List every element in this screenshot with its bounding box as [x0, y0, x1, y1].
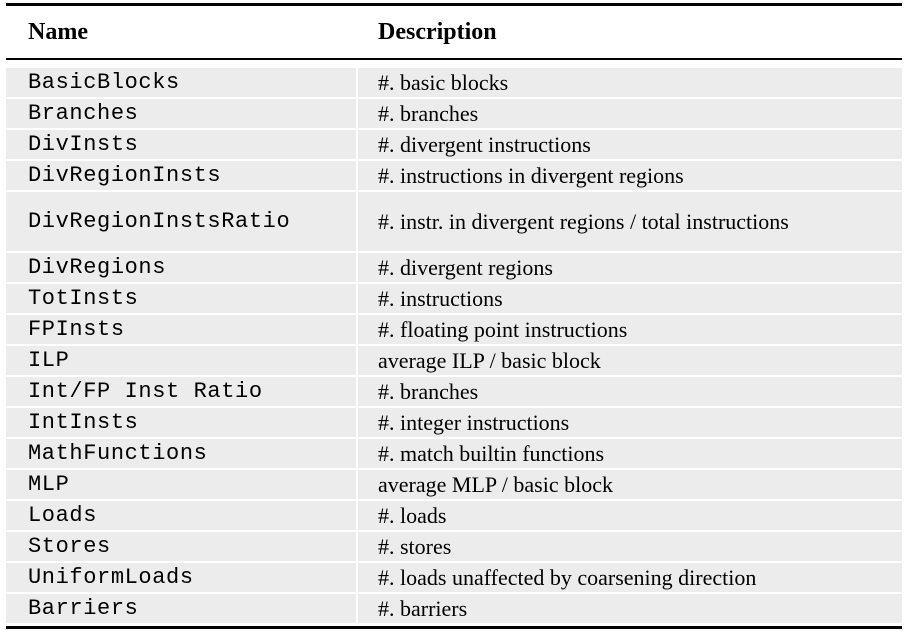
feature-description: #. divergent instructions — [358, 130, 902, 159]
table-row: DivRegionInstsRatio #. instr. in diverge… — [6, 192, 902, 251]
feature-name: IntInsts — [6, 408, 356, 437]
table-row: DivInsts #. divergent instructions — [6, 130, 902, 159]
feature-description: #. match builtin functions — [358, 439, 902, 468]
feature-name: DivRegionInstsRatio — [6, 192, 356, 251]
feature-name: ILP — [6, 346, 356, 375]
table-row: UniformLoads #. loads unaffected by coar… — [6, 563, 902, 592]
table-row: Int/FP Inst Ratio #. branches — [6, 377, 902, 406]
top-rule — [6, 3, 902, 6]
feature-description: #. integer instructions — [358, 408, 902, 437]
feature-description: #. branches — [358, 377, 902, 406]
header-description: Description — [378, 18, 497, 45]
table-row: MLP average MLP / basic block — [6, 470, 902, 499]
feature-name: TotInsts — [6, 284, 356, 313]
table-row: IntInsts #. integer instructions — [6, 408, 902, 437]
table-row: Stores #. stores — [6, 532, 902, 561]
feature-description: #. divergent regions — [358, 253, 902, 282]
table-row: ILP average ILP / basic block — [6, 346, 902, 375]
feature-description: #. instr. in divergent regions / total i… — [358, 192, 902, 251]
bottom-rule — [6, 626, 902, 629]
feature-description: #. instructions — [358, 284, 902, 313]
feature-table: Name Description BasicBlocks #. basic bl… — [6, 3, 902, 629]
feature-name: Loads — [6, 501, 356, 530]
feature-name: FPInsts — [6, 315, 356, 344]
table-header: Name Description — [6, 6, 902, 58]
feature-description: #. instructions in divergent regions — [358, 161, 902, 190]
table-row: DivRegionInsts #. instructions in diverg… — [6, 161, 902, 190]
feature-name: MathFunctions — [6, 439, 356, 468]
feature-name: BasicBlocks — [6, 68, 356, 97]
table-body: BasicBlocks #. basic blocks Branches #. … — [6, 60, 902, 623]
feature-description: #. barriers — [358, 594, 902, 623]
feature-description: #. basic blocks — [358, 68, 902, 97]
table-row: Barriers #. barriers — [6, 594, 902, 623]
feature-name: UniformLoads — [6, 563, 356, 592]
feature-name: DivRegions — [6, 253, 356, 282]
feature-description: #. loads — [358, 501, 902, 530]
header-rule — [6, 58, 902, 60]
feature-description: #. branches — [358, 99, 902, 128]
feature-name: Int/FP Inst Ratio — [6, 377, 356, 406]
feature-name: MLP — [6, 470, 356, 499]
table-row: Loads #. loads — [6, 501, 902, 530]
feature-name: DivRegionInsts — [6, 161, 356, 190]
feature-name: DivInsts — [6, 130, 356, 159]
table-row: Branches #. branches — [6, 99, 902, 128]
table-row: DivRegions #. divergent regions — [6, 253, 902, 282]
feature-description: average MLP / basic block — [358, 470, 902, 499]
table-row: TotInsts #. instructions — [6, 284, 902, 313]
feature-description: #. loads unaffected by coarsening direct… — [358, 563, 902, 592]
feature-name: Barriers — [6, 594, 356, 623]
feature-description: #. floating point instructions — [358, 315, 902, 344]
table-row: MathFunctions #. match builtin functions — [6, 439, 902, 468]
table-row: BasicBlocks #. basic blocks — [6, 68, 902, 97]
feature-description: average ILP / basic block — [358, 346, 902, 375]
table-row: FPInsts #. floating point instructions — [6, 315, 902, 344]
header-name: Name — [28, 18, 88, 45]
feature-name: Branches — [6, 99, 356, 128]
feature-description: #. stores — [358, 532, 902, 561]
feature-name: Stores — [6, 532, 356, 561]
